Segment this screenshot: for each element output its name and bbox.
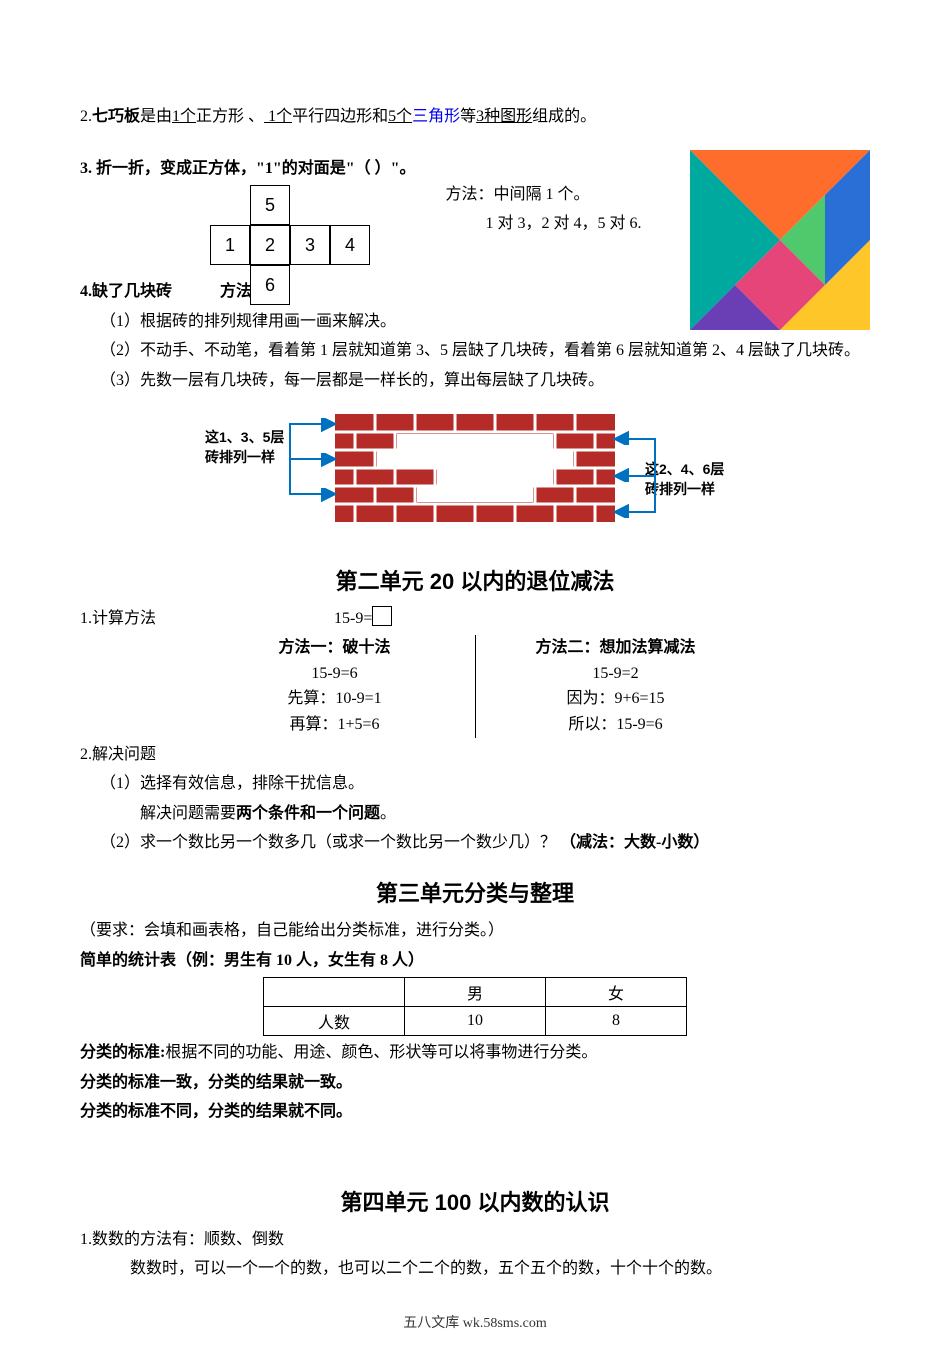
cube-cell-6: 6 <box>250 265 290 305</box>
m1-l1: 15-9=6 <box>205 661 465 687</box>
sec2-expr: 15-9= <box>334 610 372 627</box>
sec2-p2-1: （1）选择有效信息，排除干扰信息。 <box>80 771 870 797</box>
cube-cell-4: 4 <box>330 225 370 265</box>
sec2-p2-2c: 。 <box>380 805 396 822</box>
table-row: 男 女 <box>264 978 687 1007</box>
q2-tail: 组成的。 <box>532 108 596 125</box>
q2-m2: 正方形 、 <box>196 108 264 125</box>
q3-title: 3. 折一折，变成正方体，"1"的对面是"（ ）"。 <box>80 156 416 182</box>
q2-b1: 七巧板 <box>92 108 140 125</box>
th-male: 男 <box>405 978 546 1007</box>
section4-title: 第四单元 100 以内数的认识 <box>80 1185 870 1217</box>
stats-table: 男 女 人数 10 8 <box>263 977 687 1036</box>
sec2-p2: 2.解决问题 <box>80 742 870 768</box>
q2-u2: 1个 <box>264 108 292 125</box>
q4-l3: （3）先数一层有几块砖，每一层都是一样长的，算出每层缺了几块砖。 <box>80 368 870 394</box>
sec2-p2-3b: （减法：大数-小数） <box>560 834 709 851</box>
sec2-p2-2a: 解决问题需要 <box>140 805 236 822</box>
table-row: 人数 10 8 <box>264 1007 687 1036</box>
cell-female: 8 <box>546 1007 687 1036</box>
m2-l1: 15-9=2 <box>486 661 746 687</box>
brick-missing-2 <box>377 450 573 468</box>
brick-missing-3 <box>437 468 553 486</box>
q2-m1: 是由 <box>140 108 172 125</box>
q4-l2: （2）不动手、不动笔，看着第 1 层就知道第 3、5 层缺了几块砖，看着第 6 … <box>80 338 870 364</box>
sec3-std3: 分类的标准不同，分类的结果就不同。 <box>80 1099 870 1125</box>
sec2-p1-label: 1.计算方法 <box>80 610 156 627</box>
cube-cell-3: 3 <box>290 225 330 265</box>
sec2-p1: 1.计算方法 15-9= <box>80 606 870 632</box>
cube-cell-5: 5 <box>250 185 290 225</box>
q2-u1: 1个 <box>172 108 196 125</box>
sec4-p2: 数数时，可以一个一个的数，也可以二个二个的数，五个五个的数，十个十个的数。 <box>80 1256 870 1282</box>
brick-right-label-1: 这2、4、6层 <box>645 461 724 477</box>
q2-pre: 2. <box>80 108 92 125</box>
q2-m4: 等 <box>460 108 476 125</box>
q3-method-1: 方法：中间隔 1 个。 <box>446 182 642 208</box>
sec3-std1: 分类的标准:根据不同的功能、用途、颜色、形状等可以将事物进行分类。 <box>80 1040 870 1066</box>
sec3-std1a: 分类的标准: <box>80 1044 165 1061</box>
section2-title: 第二单元 20 以内的退位减法 <box>80 564 870 596</box>
cell-male: 10 <box>405 1007 546 1036</box>
brick-left-label-2: 砖排列一样 <box>205 449 275 465</box>
q2-link: 三角形 <box>412 108 460 125</box>
method1-col: 方法一：破十法 15-9=6 先算：10-9=1 再算：1+5=6 <box>195 635 476 737</box>
q4-title-pre: 4.缺了几块砖 <box>80 283 172 300</box>
q2-u4: 3种图形 <box>476 108 532 125</box>
th-female: 女 <box>546 978 687 1007</box>
brick-missing-4 <box>417 486 533 502</box>
brick-missing-1 <box>397 434 553 450</box>
row-label: 人数 <box>264 1007 405 1036</box>
sec2-p2-3: （2）求一个数比另一个数多几（或求一个数比另一个数少几）？ （减法：大数-小数） <box>80 830 870 856</box>
cube-cell-2: 2 <box>250 225 290 265</box>
blank-box <box>372 606 392 626</box>
sec2-p2-3a: （2）求一个数比另一个数多几（或求一个数比另一个数少几）？ <box>100 834 556 851</box>
brick-figure: 这1、3、5层 砖排列一样 这2、4、6层 砖排列一样 <box>80 404 870 544</box>
method1-title: 方法一：破十法 <box>205 635 465 661</box>
brick-left-label-1: 这1、3、5层 <box>205 429 284 445</box>
sec3-std1b: 根据不同的功能、用途、颜色、形状等可以将事物进行分类。 <box>165 1044 597 1061</box>
q2-line: 2.七巧板是由1个正方形 、 1个平行四边形和5个三角形等3种图形组成的。 <box>80 104 870 130</box>
sec3-tbl-title: 简单的统计表（例：男生有 10 人，女生有 8 人） <box>80 948 870 974</box>
page-footer: 五八文库 wk.58sms.com <box>80 1312 870 1332</box>
q2-m3: 平行四边形和 <box>292 108 388 125</box>
m1-l2: 先算：10-9=1 <box>205 686 465 712</box>
q3-method-2: 1 对 3，2 对 4，5 对 6. <box>446 211 642 237</box>
section3-title: 第三单元分类与整理 <box>80 876 870 908</box>
sec4-p1: 1.数数的方法有：顺数、倒数 <box>80 1227 870 1253</box>
sec3-req: （要求：会填和画表格，自己能给出分类标准，进行分类。） <box>80 918 870 944</box>
cube-net: 5 1 2 3 4 6 <box>210 185 370 305</box>
method2-col: 方法二：想加法算减法 15-9=2 因为：9+6=15 所以：15-9=6 <box>476 635 756 737</box>
method2-title: 方法二：想加法算减法 <box>486 635 746 661</box>
q2-u3: 5个 <box>388 108 412 125</box>
methods-row: 方法一：破十法 15-9=6 先算：10-9=1 再算：1+5=6 方法二：想加… <box>175 635 775 737</box>
cube-cell-1: 1 <box>210 225 250 265</box>
th-blank <box>264 978 405 1007</box>
sec2-p2-2: 解决问题需要两个条件和一个问题。 <box>80 801 870 827</box>
tangram-figure <box>690 150 870 330</box>
sec3-std2: 分类的标准一致，分类的结果就一致。 <box>80 1070 870 1096</box>
m1-l3: 再算：1+5=6 <box>205 712 465 738</box>
sec2-p2-2b: 两个条件和一个问题 <box>236 805 380 822</box>
m2-l2: 因为：9+6=15 <box>486 686 746 712</box>
m2-l3: 所以：15-9=6 <box>486 712 746 738</box>
